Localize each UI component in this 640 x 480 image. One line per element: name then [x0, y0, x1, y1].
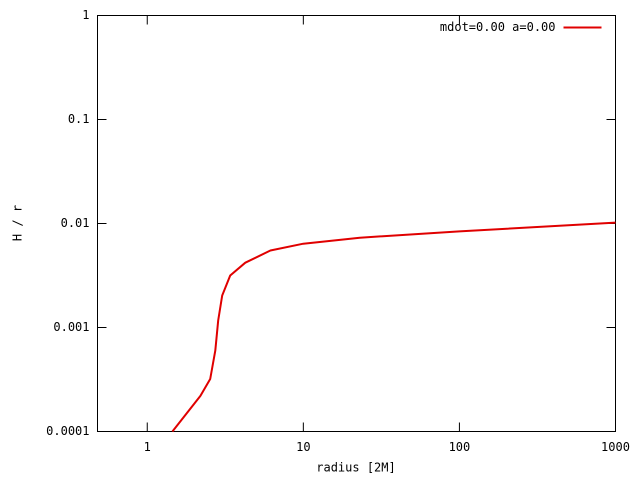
- x-axis-label: radius [2M]: [316, 461, 395, 475]
- y-tick-label: 1: [82, 8, 89, 22]
- x-tick-label: 1000: [601, 440, 630, 454]
- y-tick-label: 0.1: [68, 112, 90, 126]
- plot-frame: [97, 15, 616, 432]
- x-tick-label: 100: [449, 440, 471, 454]
- y-tick-label: 0.0001: [46, 424, 89, 438]
- x-tick-label: 1: [144, 440, 151, 454]
- legend-label: mdot=0.00 a=0.00: [440, 20, 556, 34]
- x-tick-label: 10: [296, 440, 310, 454]
- y-tick-label: 0.01: [61, 216, 90, 230]
- y-tick-label: 0.001: [53, 320, 89, 334]
- y-axis-label: H / r: [11, 205, 25, 241]
- data-line: [171, 221, 616, 433]
